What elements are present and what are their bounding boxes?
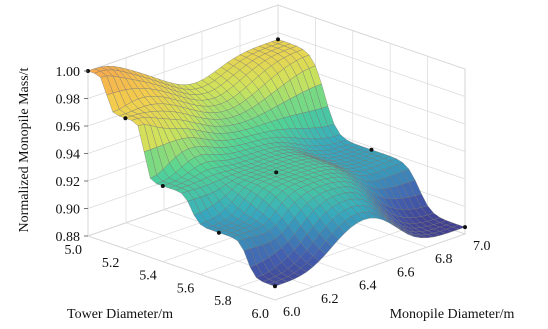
- z-tick-label: 0.88: [56, 230, 81, 245]
- y-tick-label: 7.0: [473, 239, 491, 254]
- x-axis-label: Tower Diameter/m: [67, 307, 173, 322]
- data-point: [274, 170, 279, 175]
- y-tick-label: 6.6: [397, 265, 415, 280]
- y-tick-label: 6.4: [359, 279, 377, 294]
- z-tick-label: 1.00: [56, 65, 81, 80]
- x-tick-label: 5.4: [139, 269, 157, 284]
- data-point: [160, 184, 165, 188]
- surface-cell: [268, 281, 282, 287]
- data-point: [276, 37, 280, 42]
- data-point: [369, 147, 374, 152]
- y-axis-ticks: 6.0 6.2 6.4 6.6 6.8 7.0: [283, 239, 491, 320]
- z-tick-label: 0.90: [56, 203, 81, 218]
- x-axis-ticks: 5.0 5.2 5.4 5.6 5.8 6.0: [65, 243, 270, 322]
- data-point: [273, 284, 277, 289]
- data-point: [216, 230, 221, 235]
- z-tick-label: 0.96: [56, 120, 81, 135]
- x-tick-label: 5.2: [102, 256, 120, 271]
- z-tick-label: 0.98: [56, 93, 81, 108]
- z-axis-label: Normalized Monopile Mass/t: [17, 67, 32, 232]
- y-axis-label: Monopile Diameter/m: [390, 307, 515, 322]
- data-point: [463, 225, 467, 230]
- z-axis-ticks: 0.88 0.90 0.92 0.94 0.96 0.98 1.00: [56, 65, 88, 245]
- x-tick-label: 5.0: [65, 243, 83, 258]
- y-tick-label: 6.0: [283, 305, 301, 320]
- sample-points: [86, 37, 467, 289]
- z-tick-label: 0.94: [56, 148, 81, 163]
- data-point: [123, 116, 128, 121]
- x-tick-label: 5.8: [214, 294, 232, 309]
- y-tick-label: 6.2: [321, 292, 339, 307]
- y-tick-label: 6.8: [435, 252, 453, 267]
- surface-mesh: [87, 39, 466, 287]
- z-tick-label: 0.92: [56, 175, 81, 190]
- x-tick-label: 5.6: [177, 281, 195, 296]
- x-tick-label: 6.0: [252, 307, 270, 322]
